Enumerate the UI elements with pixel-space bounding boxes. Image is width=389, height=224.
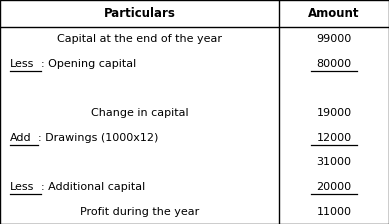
- Text: 80000: 80000: [317, 59, 352, 69]
- Text: 31000: 31000: [317, 157, 352, 167]
- Text: Add: Add: [10, 133, 32, 143]
- Text: : Additional capital: : Additional capital: [41, 182, 145, 192]
- Text: 12000: 12000: [317, 133, 352, 143]
- Text: Change in capital: Change in capital: [91, 108, 188, 118]
- Text: : Drawings (1000x12): : Drawings (1000x12): [38, 133, 158, 143]
- Text: Less: Less: [10, 59, 34, 69]
- Text: : Opening capital: : Opening capital: [41, 59, 137, 69]
- Text: Profit during the year: Profit during the year: [80, 207, 199, 217]
- Text: Capital at the end of the year: Capital at the end of the year: [57, 34, 222, 44]
- Text: 19000: 19000: [317, 108, 352, 118]
- Text: Particulars: Particulars: [104, 7, 175, 20]
- Text: 20000: 20000: [317, 182, 352, 192]
- Text: 99000: 99000: [317, 34, 352, 44]
- Text: Less: Less: [10, 182, 34, 192]
- Text: 11000: 11000: [317, 207, 352, 217]
- Text: Amount: Amount: [308, 7, 360, 20]
